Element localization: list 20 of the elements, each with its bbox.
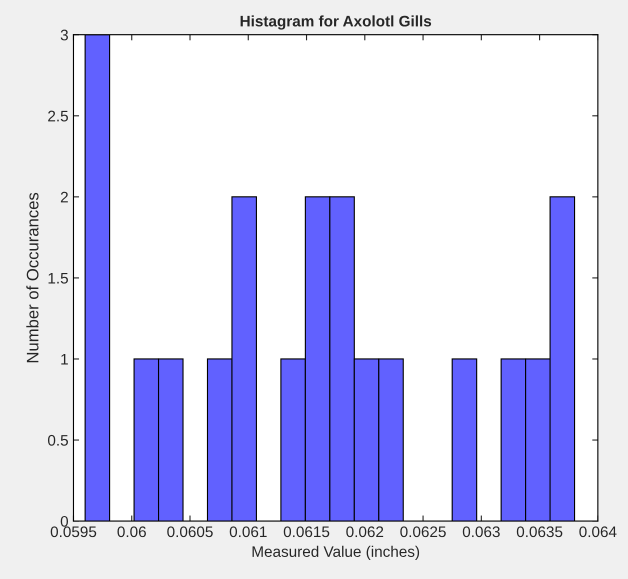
chart-title: Histagram for Axolotl Gills [240, 15, 432, 30]
y-tick-label: 2.5 [48, 110, 68, 122]
y-tick-label: 0 [60, 516, 68, 527]
x-tick-label: 0.0635 [516, 526, 562, 538]
x-tick-label: 0.062 [346, 526, 384, 538]
x-tick-label: 0.063 [462, 526, 500, 538]
x-tick-label: 0.06 [117, 526, 146, 538]
x-tick-label: 0.0625 [400, 526, 446, 538]
x-tick-label: 0.0605 [167, 526, 213, 538]
y-tick-label: 2 [60, 192, 68, 202]
y-tick-label: 3 [60, 30, 68, 40]
x-tick-label: 0.0615 [284, 526, 330, 538]
x-tick-label: 0.0595 [50, 526, 96, 538]
y-axis-title: Number of Occurances [26, 192, 39, 362]
y-tick-label: 1.5 [48, 272, 68, 284]
x-tick-label: 0.064 [579, 526, 617, 538]
x-axis-title: Measured Value (inches) [252, 546, 420, 560]
x-tick-label: 0.061 [230, 526, 267, 538]
y-tick-label: 0.5 [48, 434, 68, 446]
y-tick-label: 1 [61, 354, 68, 365]
